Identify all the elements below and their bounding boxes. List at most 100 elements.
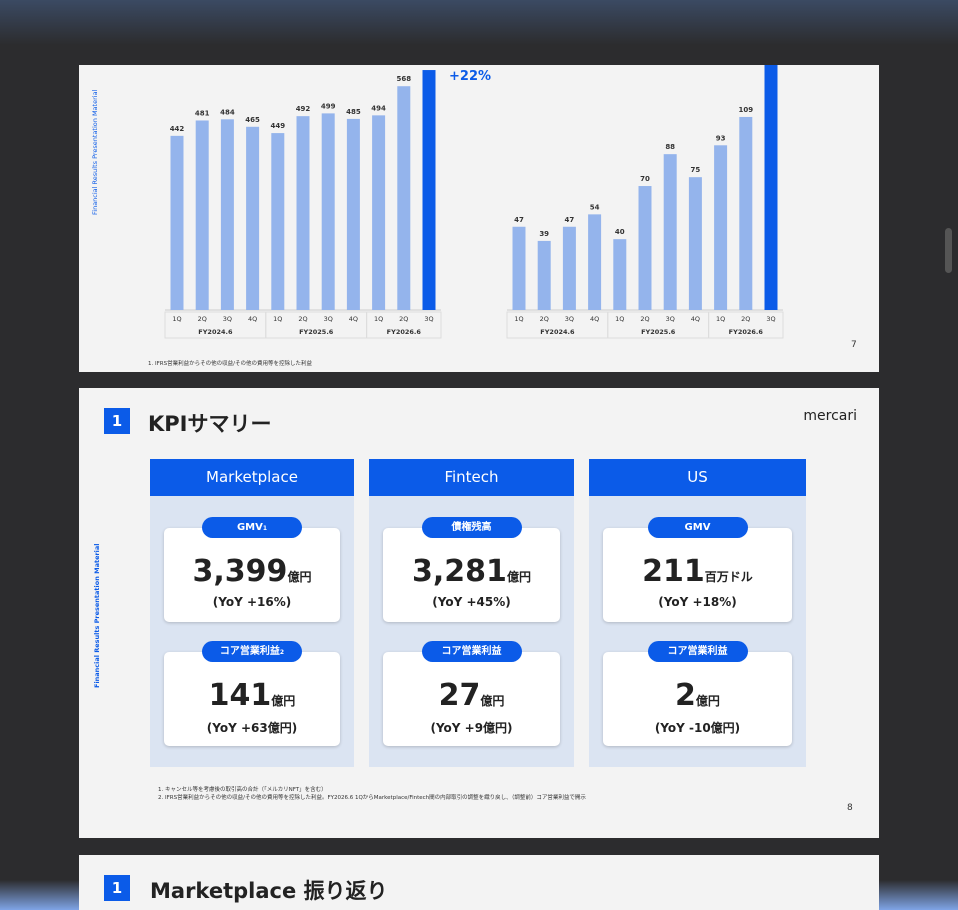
group-label: FY2026.6: [387, 328, 422, 336]
slide-title: Marketplace 振り返り: [150, 879, 388, 903]
quarter-label: 4Q: [590, 315, 599, 323]
quarter-label: 4Q: [691, 315, 700, 323]
section-number: 1: [104, 875, 130, 901]
quarter-label: 3Q: [666, 315, 675, 323]
slide-7: Financial Results Presentation Material …: [79, 65, 879, 372]
kpi-value-row: 211百万ドル: [603, 554, 792, 595]
quarter-label: 1Q: [514, 315, 523, 323]
quarter-label: 1Q: [615, 315, 624, 323]
kpi-value-row: 2億円: [603, 678, 792, 719]
kpi-label: コア営業利益: [647, 641, 748, 662]
bar-label: 481: [195, 109, 210, 117]
kpi-unit: 百万ドル: [704, 570, 753, 584]
kpi-value: 141: [208, 678, 272, 713]
bar-label: 47: [514, 216, 524, 224]
bar: [220, 119, 234, 310]
kpi-label-text: コア営業利益: [441, 646, 502, 657]
kpi-yoy: (YoY +18%): [658, 595, 737, 609]
quarter-label: 2Q: [198, 315, 207, 323]
bar-label: 449: [270, 122, 285, 130]
kpi-label-text: GMV: [684, 522, 711, 533]
kpi-label: GMV1: [202, 517, 302, 538]
kpi-card: コア営業利益2 141億円 (YoY +63億円): [164, 641, 340, 746]
bar-label: 442: [170, 125, 185, 133]
bar-label: 39: [539, 230, 549, 238]
kpi-card: 債権残高 3,281億円 (YoY +45%): [383, 517, 560, 622]
kpi-card: コア営業利益 2億円 (YoY -10億円): [603, 641, 792, 746]
section-number: 1: [104, 408, 130, 434]
page-number: 8: [847, 803, 853, 813]
kpi-value-row: 3,399億円: [164, 554, 340, 595]
slide-8: 1 KPIサマリー mercari Financial Results Pres…: [79, 388, 879, 838]
kpi-unit: 億円: [695, 694, 720, 708]
bar: [512, 226, 526, 310]
bar-label: 70: [640, 175, 650, 183]
kpi-value-row: 27億円: [383, 678, 560, 719]
group-box: [708, 311, 784, 339]
kpi-value: 27: [438, 678, 481, 713]
bar: [397, 86, 411, 310]
quarter-label: 4Q: [248, 315, 257, 323]
segment-header: Fintech: [369, 459, 574, 496]
bar: [688, 177, 702, 310]
bar: [170, 135, 184, 310]
kpi-label-text: GMV: [236, 522, 263, 533]
segment-column: US GMV 211百万ドル (YoY +18%) コア営業利益 2億円 (YoY -10億…: [589, 459, 806, 767]
bar-label: 75: [691, 166, 701, 174]
bar: [246, 126, 260, 310]
kpi-yoy: (YoY +9億円): [430, 721, 513, 735]
bar: [372, 115, 386, 310]
kpi-card: コア営業利益 27億円 (YoY +9億円): [383, 641, 560, 746]
kpi-label-text: 債権残高: [451, 522, 492, 533]
bar: [613, 239, 627, 310]
footnote-ref: 2: [279, 649, 285, 656]
bar-label: 47: [565, 216, 575, 224]
logo: mercari: [803, 408, 857, 424]
quarter-label: 3Q: [766, 315, 775, 323]
group-label: FY2025.6: [299, 328, 334, 336]
kpi-value: 2: [675, 678, 696, 713]
quarter-label: 3Q: [424, 315, 433, 323]
kpi-value: 3,399: [192, 554, 288, 589]
quarter-label: 2Q: [399, 315, 408, 323]
bar-label: 40: [615, 228, 625, 236]
side-label: Financial Results Presentation Material: [91, 89, 99, 215]
bar-label: 568: [396, 75, 411, 83]
kpi-unit: 億円: [271, 694, 296, 708]
bar: [663, 154, 677, 310]
bar-label: 54: [590, 203, 600, 211]
bar-label: 465: [245, 116, 260, 124]
kpi-yoy: (YoY +45%): [432, 595, 511, 609]
slide-title: KPIサマリー: [148, 412, 272, 436]
group-box: [366, 311, 442, 339]
quarter-label: 4Q: [349, 315, 358, 323]
footnote: 1. キャンセル等を考慮後の取引高の合計（「メルカリNFT」を含む）: [158, 787, 327, 793]
scrollbar[interactable]: [945, 228, 952, 273]
kpi-value-row: 3,281億円: [383, 554, 560, 595]
segment-column: Fintech 債権残高 3,281億円 (YoY +45%) コア営業利益 27億円 (Y…: [369, 459, 574, 767]
quarter-label: 2Q: [540, 315, 549, 323]
footnotes: 1. キャンセル等を考慮後の取引高の合計（「メルカリNFT」を含む） 2. IF…: [158, 786, 586, 802]
bar-label: 109: [738, 106, 753, 114]
bar: [562, 226, 576, 310]
bar: [714, 145, 728, 310]
segment-header: Marketplace: [150, 459, 354, 496]
quarter-label: 1Q: [172, 315, 181, 323]
bar: [321, 113, 335, 310]
bar: [739, 116, 753, 310]
bar: [588, 214, 602, 310]
quarter-label: 3Q: [223, 315, 232, 323]
kpi-value-row: 141億円: [164, 678, 340, 719]
kpi-unit: 億円: [287, 570, 312, 584]
group-label: FY2024.6: [540, 328, 575, 336]
kpi-value: 3,281: [412, 554, 507, 589]
kpi-label: 債権残高: [421, 517, 522, 538]
kpi-value: 211: [642, 554, 705, 589]
kpi-label-text: コア営業利益: [219, 646, 280, 657]
quarter-label: 1Q: [374, 315, 383, 323]
kpi-unit: 億円: [506, 570, 531, 584]
kpi-unit: 億円: [480, 694, 505, 708]
bar: [271, 133, 285, 310]
quarter-label: 2Q: [741, 315, 750, 323]
quarter-label: 1Q: [273, 315, 282, 323]
